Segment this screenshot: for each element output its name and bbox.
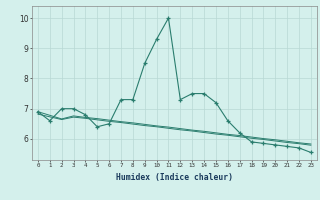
X-axis label: Humidex (Indice chaleur): Humidex (Indice chaleur)	[116, 173, 233, 182]
